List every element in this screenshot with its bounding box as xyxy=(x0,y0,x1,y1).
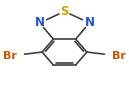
Text: N: N xyxy=(84,16,94,29)
Text: N: N xyxy=(35,16,45,29)
Text: Br: Br xyxy=(3,51,17,61)
Text: S: S xyxy=(60,5,69,18)
Text: Br: Br xyxy=(112,51,126,61)
